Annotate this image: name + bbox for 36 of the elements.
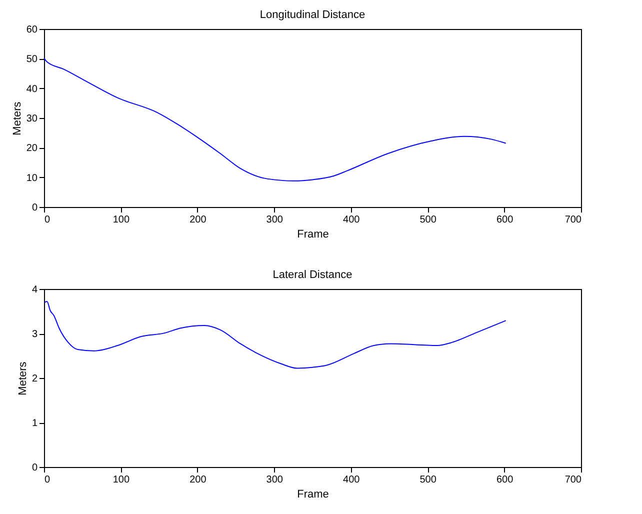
y-tick-label: 30 [26, 114, 38, 124]
x-axis-title: Frame [297, 488, 329, 500]
x-tick-label: 600 [496, 214, 514, 226]
y-tick-label: 1 [32, 418, 38, 429]
y-tick-label: 0 [32, 202, 38, 214]
y-tick-label: 20 [26, 143, 38, 154]
x-tick-label: 400 [343, 214, 360, 226]
y-axis-title: Meters [11, 101, 24, 136]
x-tick-label: 700 [564, 214, 582, 226]
chart-title: Lateral Distance [272, 269, 352, 281]
x-tick-label: 100 [112, 214, 130, 226]
y-tick-label: 2 [32, 374, 38, 384]
x-tick-label: 600 [496, 474, 514, 486]
x-tick-label: 400 [343, 474, 360, 486]
line-series [44, 58, 506, 182]
line-series [44, 300, 506, 369]
y-tick-label: 10 [26, 172, 38, 184]
x-axis-title: Frame [297, 228, 329, 240]
y-tick-label: 3 [32, 329, 38, 340]
y-tick-label: 4 [32, 284, 38, 296]
x-tick-label: 200 [190, 474, 207, 486]
x-tick-label: 200 [190, 214, 207, 226]
y-tick-label: 50 [26, 54, 38, 66]
chart-title: Longitudinal Distance [260, 9, 366, 21]
x-tick-label: 0 [44, 474, 50, 486]
x-tick-label: 500 [420, 214, 437, 226]
x-tick-label: 0 [44, 214, 50, 226]
x-tick-label: 300 [266, 474, 284, 486]
x-tick-label: 300 [266, 214, 284, 226]
x-tick-label: 700 [564, 474, 582, 486]
y-axis-title: Meters [16, 361, 29, 396]
x-tick-label: 500 [420, 474, 437, 486]
y-tick-label: 60 [26, 24, 38, 36]
x-tick-label: 100 [112, 474, 130, 486]
y-tick-label: 0 [32, 462, 38, 474]
y-tick-label: 40 [26, 84, 38, 95]
